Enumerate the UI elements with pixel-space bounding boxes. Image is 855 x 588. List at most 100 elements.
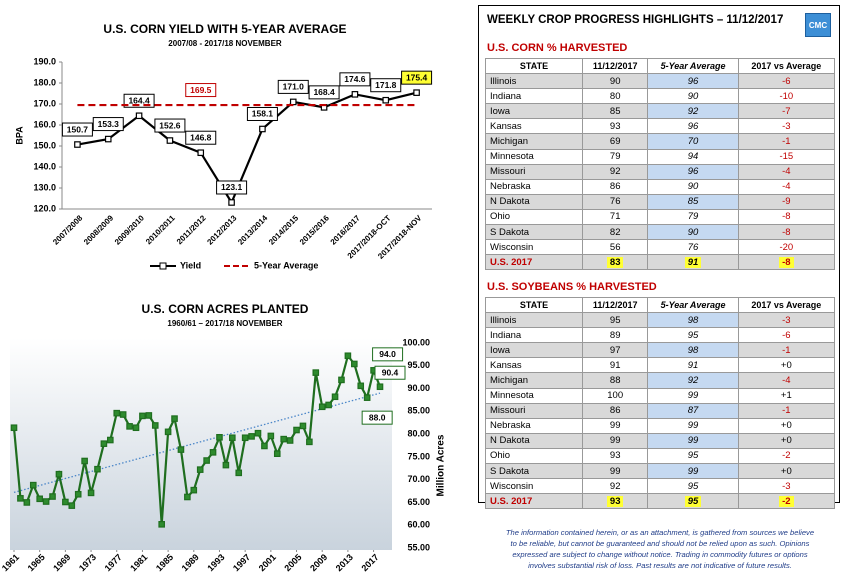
table-cell: S Dakota xyxy=(485,463,583,480)
disclaimer-line: expressed are subject to change without … xyxy=(512,550,808,559)
table-cell: 79 xyxy=(581,148,649,165)
point-marker xyxy=(10,424,18,432)
point-marker xyxy=(29,481,37,489)
chart-subtitle: 1960/61 – 2017/18 NOVEMBER xyxy=(167,319,282,328)
point-marker xyxy=(145,412,153,419)
point-marker xyxy=(81,457,88,465)
table-cell: 82 xyxy=(581,224,649,241)
point-marker xyxy=(68,502,76,509)
table-cell: 93 xyxy=(581,493,649,510)
table-cell: Michigan xyxy=(485,133,583,150)
table-cell: 86 xyxy=(581,402,649,419)
table-cell: +0 xyxy=(737,357,836,374)
point-marker xyxy=(312,369,320,376)
table-cell: 90 xyxy=(647,224,739,241)
table-cell: 86 xyxy=(581,178,649,195)
y-axis-title: BPA xyxy=(14,126,24,145)
table-cell: Kansas xyxy=(485,118,583,135)
table-cell: -8 xyxy=(737,224,836,241)
panel-title: WEEKLY CROP PROGRESS HIGHLIGHTS – 11/12/… xyxy=(487,14,784,26)
point-marker xyxy=(344,352,352,360)
table-cell: -2 xyxy=(737,447,836,465)
y-tick-label: 65.00 xyxy=(407,497,430,507)
point-marker xyxy=(158,521,165,528)
point-marker xyxy=(286,437,294,444)
column-header: STATE xyxy=(485,296,583,314)
data-table: STATE 11/12/2017 5-Year Average 2017 vs Ave… xyxy=(485,57,836,271)
table-cell: Illinois xyxy=(485,73,583,90)
table-cell: 95 xyxy=(647,493,739,510)
table-cell: 95 xyxy=(581,312,649,329)
table-cell: -10 xyxy=(737,88,836,105)
point-marker xyxy=(413,89,420,96)
table-cell: 91 xyxy=(647,357,739,374)
data-label-box xyxy=(339,72,371,87)
column-header: STATE xyxy=(485,57,583,75)
data-label: 174.6 xyxy=(344,74,366,84)
data-label: 88.0 xyxy=(369,412,386,422)
point-marker xyxy=(363,394,371,401)
x-tick-label: 1993 xyxy=(205,552,226,573)
table-cell: 90 xyxy=(581,73,649,90)
section-title: U.S. CORN % HARVESTED xyxy=(487,42,628,54)
table-cell: -6 xyxy=(737,327,836,344)
table-cell: Wisconsin xyxy=(485,478,583,495)
point-marker xyxy=(197,149,205,157)
total-value: 95 xyxy=(684,495,702,507)
x-tick-label: 1985 xyxy=(154,552,175,573)
table-cell: Indiana xyxy=(485,327,583,344)
table-cell: 80 xyxy=(581,88,649,105)
y-tick-label: 95.00 xyxy=(407,360,430,370)
table-cell: 99 xyxy=(647,463,739,480)
point-marker xyxy=(36,495,43,503)
table-cell: 95 xyxy=(647,478,739,495)
table-cell: -1 xyxy=(737,342,836,359)
table-row: Indiana 80 90 -10 xyxy=(485,88,836,105)
header-row: STATE 11/12/2017 5-Year Average 2017 vs Ave… xyxy=(485,296,836,314)
point-marker xyxy=(241,434,249,442)
data-label-box xyxy=(92,117,124,132)
point-marker xyxy=(351,360,358,368)
x-tick-label: 2008/2009 xyxy=(82,213,115,246)
table-cell: N Dakota xyxy=(485,432,583,449)
table-cell: 91 xyxy=(581,357,649,374)
column-header: 2017 vs Average xyxy=(737,57,836,75)
table-cell: 56 xyxy=(581,239,649,256)
table-cell: +1 xyxy=(737,387,836,404)
point-marker xyxy=(259,125,266,133)
data-label-box xyxy=(246,106,278,121)
point-marker xyxy=(164,428,172,436)
y-tick-label: 170.0 xyxy=(33,98,56,108)
y-tick-label: 160.0 xyxy=(33,119,56,129)
table-cell: 99 xyxy=(647,417,739,434)
data-label-box xyxy=(370,78,402,93)
y-tick-label: 130.0 xyxy=(33,182,56,192)
disclaimer-line: involves substantial risk of loss. Past … xyxy=(528,561,792,570)
point-marker xyxy=(338,376,345,384)
table-cell: Illinois xyxy=(485,312,583,329)
column-header: 11/12/2017 xyxy=(581,57,649,75)
table-cell: 99 xyxy=(647,387,739,404)
data-label: 150.7 xyxy=(67,124,89,134)
table-cell: 85 xyxy=(581,103,649,120)
data-label-box xyxy=(308,85,340,100)
y-tick-label: 75.00 xyxy=(407,451,430,461)
point-marker xyxy=(299,422,307,430)
table-cell: U.S. 2017 xyxy=(485,254,583,271)
table-cell: 98 xyxy=(647,342,739,359)
point-marker xyxy=(280,435,287,443)
point-marker xyxy=(273,450,281,458)
table-cell: Michigan xyxy=(485,372,583,389)
x-tick-label: 2013 xyxy=(334,552,355,573)
x-tick-label: 2014/2015 xyxy=(267,213,300,246)
legend-label: Yield xyxy=(180,260,201,270)
table-cell: Ohio xyxy=(485,208,583,226)
table-cell: 95 xyxy=(647,447,739,465)
y-tick-label: 190.0 xyxy=(33,56,56,66)
table-row: N Dakota 76 85 -9 xyxy=(485,193,836,210)
table-row: N Dakota 99 99 +0 xyxy=(485,432,836,449)
table-cell: -6 xyxy=(737,73,836,90)
table-cell: +0 xyxy=(737,432,836,449)
total-value: 93 xyxy=(606,495,624,507)
x-tick-label: 2010/2011 xyxy=(144,213,177,246)
